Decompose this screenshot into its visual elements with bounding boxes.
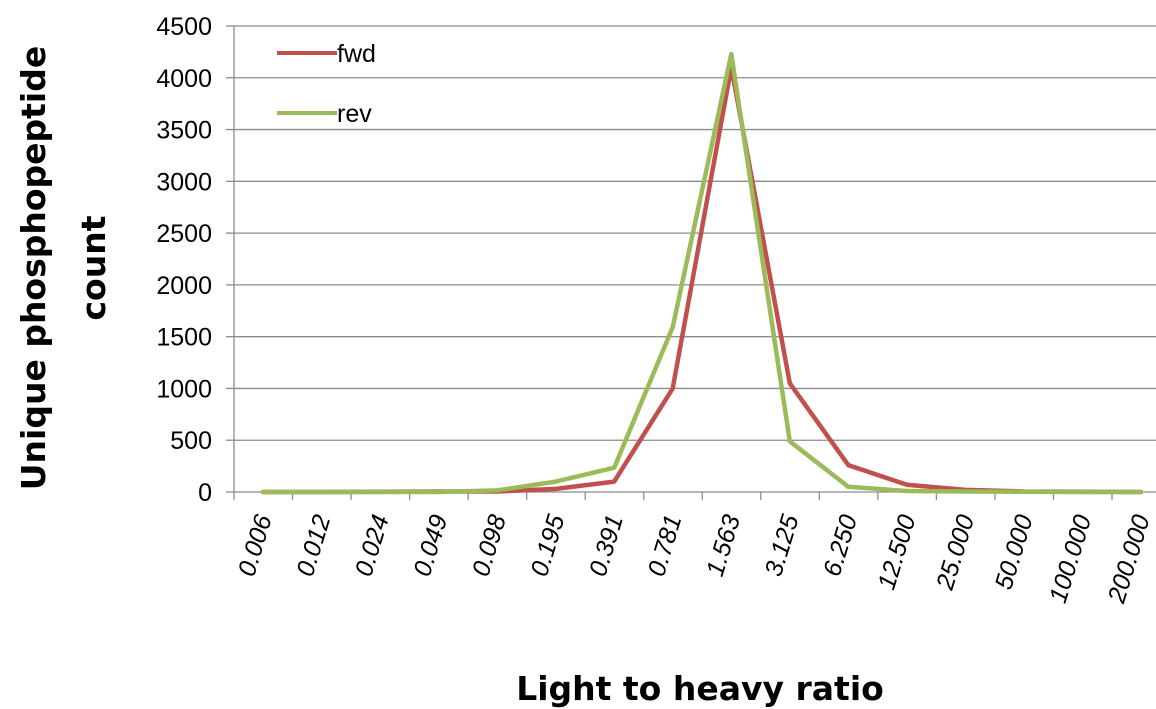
axes <box>226 25 1156 500</box>
x-tick-label: 0.006 <box>233 511 278 579</box>
series-line-fwd <box>260 65 1144 495</box>
legend-label-rev: rev <box>337 100 372 128</box>
y-axis-title-line-2: count <box>74 215 113 320</box>
x-tick-label: 6.250 <box>818 511 863 579</box>
y-axis-title-line-1: Unique phosphopeptide <box>14 46 53 491</box>
y-tick-label: 3000 <box>156 168 212 196</box>
x-tick-label: 100.000 <box>1044 511 1097 606</box>
x-tick-label: 12.500 <box>872 511 921 592</box>
x-tick-label: 0.024 <box>350 512 395 580</box>
x-axis-title: Light to heavy ratio <box>516 669 884 708</box>
y-tick-labels: 0 500 1000 1500 2000 2500 3000 3500 4000 4500 <box>156 13 212 507</box>
x-tick-label: 0.049 <box>408 511 453 579</box>
legend: fwd rev <box>277 40 376 128</box>
x-tick-label: 50.000 <box>990 511 1039 592</box>
y-tick-label: 2500 <box>156 220 212 248</box>
y-tick-label: 1000 <box>156 375 212 403</box>
y-axis-title: Unique phosphopeptide count <box>14 46 113 491</box>
x-tick-labels: 0.006 0.012 0.024 0.049 0.098 0.195 0.391 0.781… <box>233 511 1156 607</box>
x-tick-label: 0.098 <box>467 511 512 579</box>
y-tick-label: 1500 <box>156 324 212 352</box>
y-tick-label: 500 <box>170 427 212 455</box>
x-tick-label: 0.781 <box>642 512 687 580</box>
x-tick-label: 0.391 <box>584 512 629 580</box>
x-tick-label: 3.125 <box>759 511 804 579</box>
series-lines <box>260 51 1144 495</box>
y-tick-label: 4500 <box>156 13 212 41</box>
x-tick-label: 200.000 <box>1102 511 1156 607</box>
y-tick-label: 2000 <box>156 272 212 300</box>
x-tick-label: 0.195 <box>525 511 570 579</box>
y-tick-label: 0 <box>198 479 212 507</box>
y-tick-label: 3500 <box>156 117 212 145</box>
x-tick-label: 25.000 <box>931 511 980 593</box>
legend-label-fwd: fwd <box>337 40 376 68</box>
series-line-rev <box>260 51 1144 495</box>
x-tick-label: 1.563 <box>701 511 746 579</box>
x-tick-label: 0.012 <box>291 511 336 579</box>
y-tick-label: 4000 <box>156 65 212 93</box>
